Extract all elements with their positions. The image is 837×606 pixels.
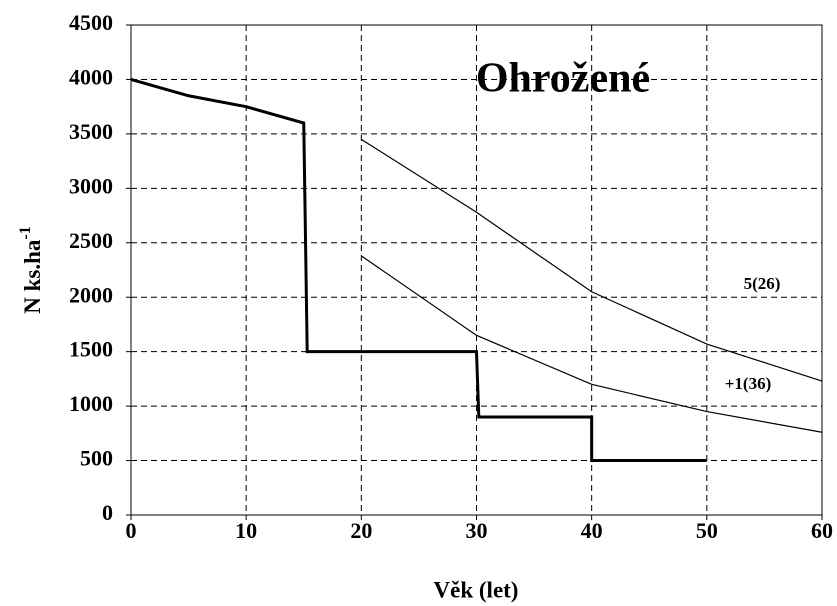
x-tick-label: 60 xyxy=(811,518,833,543)
y-axis-label-text: N ks.ha xyxy=(20,239,45,314)
y-tick-label: 4000 xyxy=(69,64,113,89)
series-label: +1(36) xyxy=(725,374,772,393)
series-label: 5(26) xyxy=(744,274,781,293)
y-tick-label: 2500 xyxy=(69,228,113,253)
series-line xyxy=(361,138,823,382)
plot-frame xyxy=(130,24,823,516)
y-tick-label: 4500 xyxy=(69,10,113,35)
x-tick-label: 30 xyxy=(466,518,488,543)
y-axis-label-superscript: -1 xyxy=(17,226,34,239)
x-tick-label: 10 xyxy=(235,518,257,543)
x-tick-label: 0 xyxy=(126,518,137,543)
x-tick-label: 50 xyxy=(696,518,718,543)
y-tick-label: 0 xyxy=(102,500,113,525)
y-axis-label: N ks.ha-1 xyxy=(17,226,45,313)
x-tick-label: 40 xyxy=(581,518,603,543)
x-tick-label: 20 xyxy=(350,518,372,543)
series-line xyxy=(130,78,707,463)
y-tick-label: 2000 xyxy=(69,282,113,307)
y-tick-label: 500 xyxy=(80,446,113,471)
y-tick-label: 3500 xyxy=(69,119,113,144)
y-tick-label: 3000 xyxy=(69,173,113,198)
y-tick-label: 1000 xyxy=(69,391,113,416)
x-axis-label: Věk (let) xyxy=(434,577,519,602)
series-line xyxy=(360,255,823,433)
chart-title: Ohrožené xyxy=(476,56,650,102)
y-tick-label: 1500 xyxy=(69,337,113,362)
